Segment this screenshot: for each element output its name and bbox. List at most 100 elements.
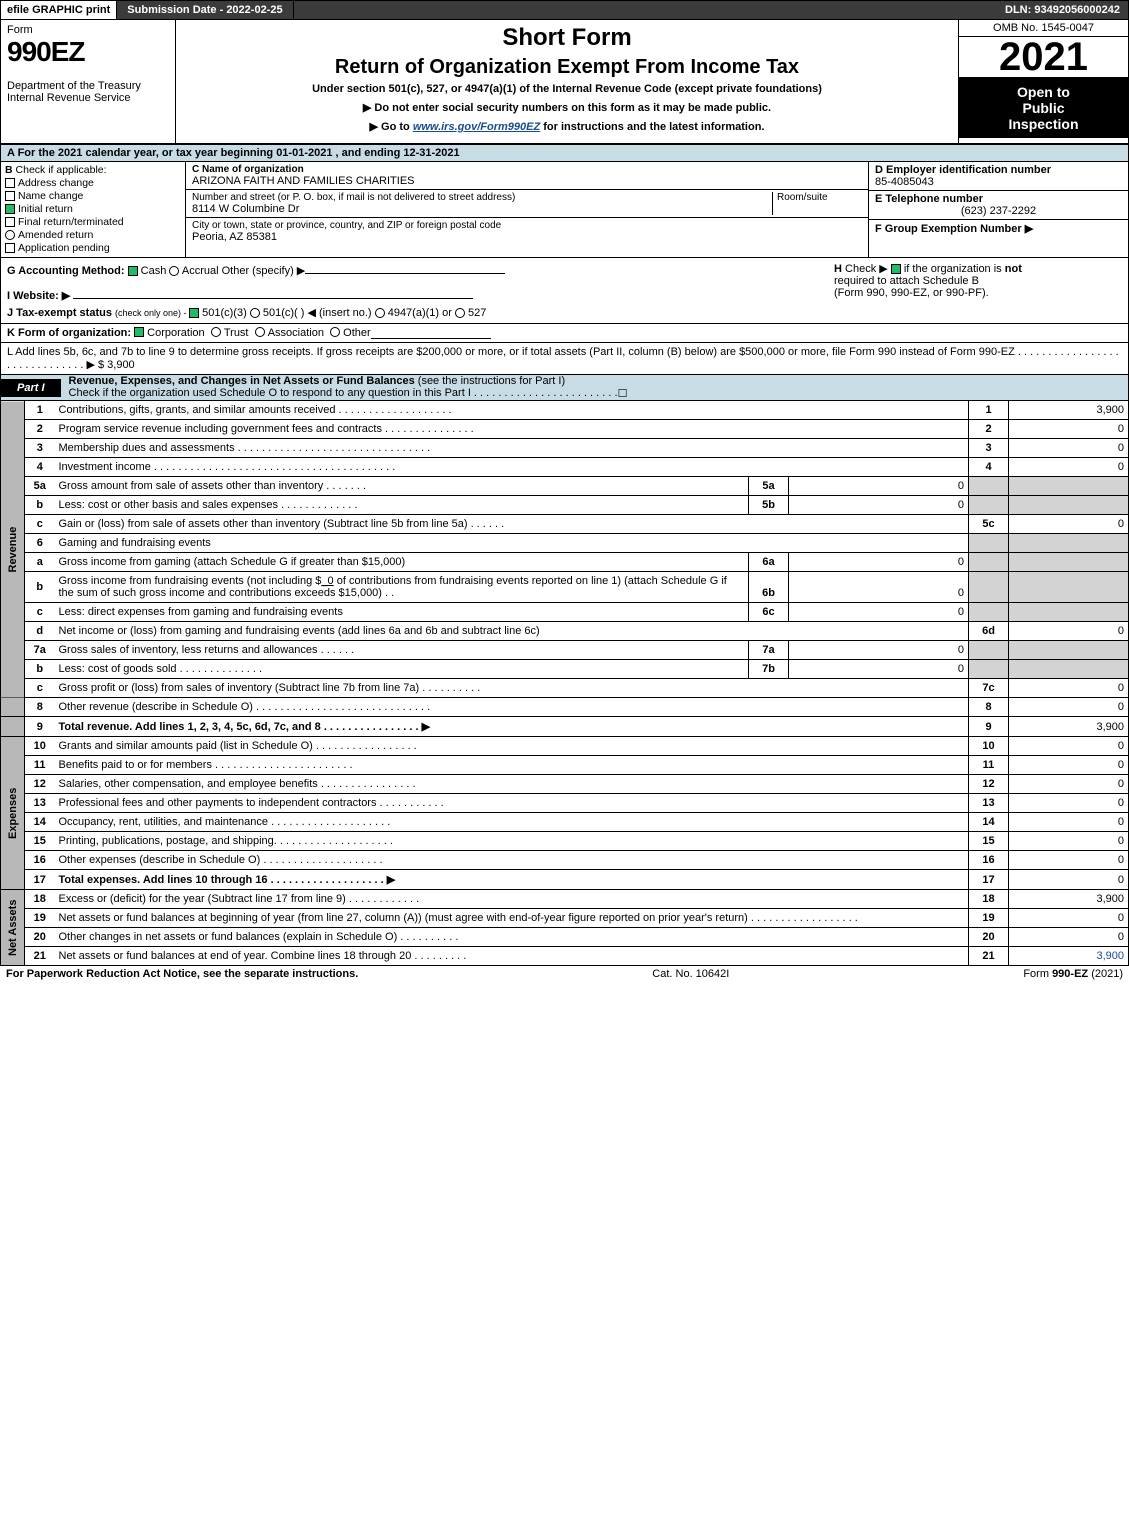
chk-final-return[interactable] [5, 217, 15, 227]
line-18-val: 3,900 [1009, 890, 1129, 909]
line-3-box: 3 [969, 439, 1009, 458]
shade-7b [969, 660, 1009, 679]
h-label: H [834, 263, 842, 275]
other-org-blank[interactable] [371, 327, 491, 339]
j-label: J Tax-exempt status [7, 307, 112, 319]
line-5a-subval: 0 [789, 477, 969, 496]
ein-value: 85-4085043 [875, 176, 1122, 188]
line-7c-num: c [25, 679, 55, 698]
line-2-box: 2 [969, 420, 1009, 439]
tel-value: (623) 237-2292 [875, 205, 1122, 217]
form-number: 990EZ [7, 36, 169, 68]
chk-other-org[interactable] [330, 327, 340, 337]
line-16-num: 16 [25, 851, 55, 870]
efile-print-link[interactable]: efile GRAPHIC print [1, 1, 117, 19]
line-14-val: 0 [1009, 813, 1129, 832]
line-2-val: 0 [1009, 420, 1129, 439]
line-7a-subval: 0 [789, 641, 969, 660]
line-3-num: 3 [25, 439, 55, 458]
line-13-val: 0 [1009, 794, 1129, 813]
chk-schedule-b-not-required[interactable] [891, 264, 901, 274]
chk-501c3[interactable] [189, 308, 199, 318]
line-5a-sub: 5a [749, 477, 789, 496]
line-14-desc: Occupancy, rent, utilities, and maintena… [55, 813, 969, 832]
shade-6 [969, 534, 1009, 553]
line-19-val: 0 [1009, 909, 1129, 928]
line-6-num: 6 [25, 534, 55, 553]
form-word: Form [7, 24, 169, 36]
note-link: ▶ Go to www.irs.gov/Form990EZ for instru… [182, 120, 952, 133]
chk-cash[interactable] [128, 266, 138, 276]
shade-6c-val [1009, 603, 1129, 622]
line-20-val: 0 [1009, 928, 1129, 947]
line-5a-desc: Gross amount from sale of assets other t… [55, 477, 749, 496]
chk-initial-return[interactable] [5, 204, 15, 214]
c-city-label: City or town, state or province, country… [192, 220, 862, 231]
org-name: ARIZONA FAITH AND FAMILIES CHARITIES [192, 175, 862, 187]
chk-address-change[interactable] [5, 178, 15, 188]
line-6d-val: 0 [1009, 622, 1129, 641]
side-label-expenses: Expenses [1, 737, 25, 890]
line-16-val: 0 [1009, 851, 1129, 870]
lbl-final-return: Final return/terminated [18, 216, 124, 228]
line-6d-num: d [25, 622, 55, 641]
part1-sub: (see the instructions for Part I) [418, 375, 565, 387]
note2-suffix: for instructions and the latest informat… [540, 121, 764, 133]
line-6b-desc1: Gross income from fundraising events (no… [59, 575, 322, 587]
chk-4947a1[interactable] [375, 308, 385, 318]
line-18-box: 18 [969, 890, 1009, 909]
b-check-if: Check if applicable: [16, 164, 107, 176]
chk-association[interactable] [255, 327, 265, 337]
shade-6-val [1009, 534, 1129, 553]
room-label: Room/suite [777, 192, 862, 203]
line-12-box: 12 [969, 775, 1009, 794]
line-4-val: 0 [1009, 458, 1129, 477]
part1-header: Part I Revenue, Expenses, and Changes in… [0, 375, 1129, 401]
dept-irs: Internal Revenue Service [7, 92, 169, 104]
other-method-blank[interactable] [305, 262, 505, 274]
submission-date: Submission Date - 2022-02-25 [117, 1, 293, 19]
line-12-desc: Salaries, other compensation, and employ… [55, 775, 969, 794]
header-right: OMB No. 1545-0047 2021 Open to Public In… [958, 20, 1128, 143]
line-7b-num: b [25, 660, 55, 679]
chk-527[interactable] [455, 308, 465, 318]
line-16-box: 16 [969, 851, 1009, 870]
chk-name-change[interactable] [5, 191, 15, 201]
line-17-box: 17 [969, 870, 1009, 890]
line-6b-num: b [25, 572, 55, 603]
chk-amended-return[interactable] [5, 230, 15, 240]
line-11-desc: Benefits paid to or for members . . . . … [55, 756, 969, 775]
chk-accrual[interactable] [169, 266, 179, 276]
chk-application-pending[interactable] [5, 243, 15, 253]
org-city: Peoria, AZ 85381 [192, 231, 862, 243]
line-19-desc: Net assets or fund balances at beginning… [55, 909, 969, 928]
line-5b-num: b [25, 496, 55, 515]
h-text4: (Form 990, 990-EZ, or 990-PF). [834, 287, 1122, 299]
side-blank-9 [1, 717, 25, 737]
lbl-application-pending: Application pending [18, 242, 110, 254]
line-2-desc: Program service revenue including govern… [55, 420, 969, 439]
line-7b-desc: Less: cost of goods sold . . . . . . . .… [55, 660, 749, 679]
row-gh: G Accounting Method: Cash Accrual Other … [0, 258, 1129, 324]
line-9-num: 9 [25, 717, 55, 737]
line-18-num: 18 [25, 890, 55, 909]
d-ein-label: D Employer identification number [875, 164, 1122, 176]
line-6b-fill: _0 [321, 575, 333, 587]
lbl-initial-return: Initial return [18, 203, 73, 215]
website-blank[interactable] [73, 287, 473, 299]
part1-tab: Part I [1, 379, 61, 397]
chk-501c[interactable] [250, 308, 260, 318]
irs-link[interactable]: www.irs.gov/Form990EZ [413, 121, 540, 133]
line-7c-box: 7c [969, 679, 1009, 698]
line-11-val: 0 [1009, 756, 1129, 775]
line-12-num: 12 [25, 775, 55, 794]
line-1-box: 1 [969, 401, 1009, 420]
line-20-desc: Other changes in net assets or fund bala… [55, 928, 969, 947]
section-d: D Employer identification number 85-4085… [868, 162, 1128, 257]
chk-corporation[interactable] [134, 327, 144, 337]
top-bar: efile GRAPHIC print Submission Date - 20… [0, 0, 1129, 20]
chk-trust[interactable] [211, 327, 221, 337]
line-6a-desc: Gross income from gaming (attach Schedul… [55, 553, 749, 572]
line-9-box: 9 [969, 717, 1009, 737]
part1-check-box[interactable]: ☐ [618, 387, 628, 400]
